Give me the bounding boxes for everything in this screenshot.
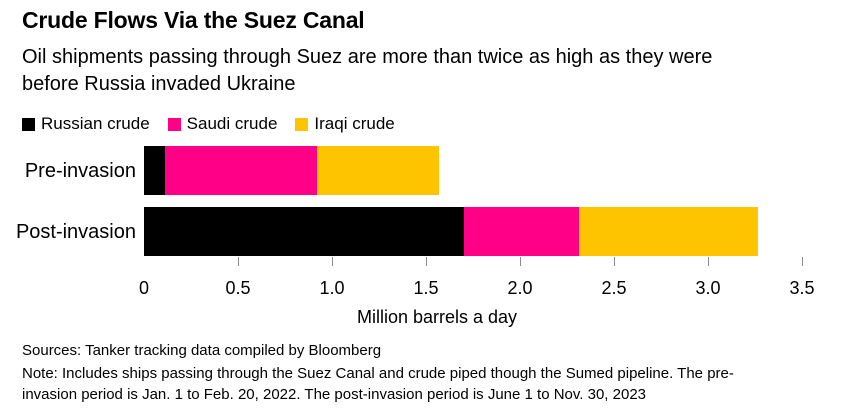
legend-swatch-saudi-crude-icon <box>167 117 181 131</box>
x-tick-label: 1.0 <box>319 278 345 298</box>
legend-item-saudi-crude: Saudi crude <box>167 114 278 134</box>
x-tick-label: 3.5 <box>789 278 815 298</box>
x-tick-label: 3.0 <box>695 278 721 298</box>
x-axis-tick <box>426 257 427 266</box>
x-tick-label: 0.5 <box>225 278 251 298</box>
x-axis-tick <box>614 257 615 266</box>
bar-segment-post-invasion-saudi-crude <box>464 207 579 256</box>
bar-segment-pre-invasion-russian-crude <box>144 146 165 195</box>
legend-label: Russian crude <box>41 114 150 133</box>
x-tick-label: 1.5 <box>413 278 439 298</box>
x-axis-tick <box>238 257 239 266</box>
legend: Russian crude Saudi crude Iraqi crude <box>22 114 395 134</box>
legend-label: Iraqi crude <box>314 114 395 133</box>
legend-item-iraqi-crude: Iraqi crude <box>295 114 395 134</box>
legend-swatch-iraqi-crude-icon <box>295 117 309 131</box>
x-tick-label: 2.0 <box>507 278 533 298</box>
chart-subtitle-line-2: before Russia invaded Ukraine <box>22 73 296 95</box>
legend-swatch-russian-crude-icon <box>22 117 35 131</box>
category-label-post-invasion: Post-invasion <box>15 220 136 243</box>
category-label-pre-invasion: Pre-invasion <box>24 159 136 182</box>
x-tick-label: 2.5 <box>601 278 627 298</box>
bar-segment-pre-invasion-saudi-crude <box>165 146 317 195</box>
bar-segment-post-invasion-russian-crude <box>144 207 464 256</box>
x-axis-label: Million barrels a day <box>356 307 518 327</box>
methodology-note: Note: Includes ships passing through the… <box>22 363 734 405</box>
methodology-note-line-2: invasion period is Jan. 1 to Feb. 20, 20… <box>22 386 647 403</box>
x-axis-tick <box>520 257 521 266</box>
legend-label: Saudi crude <box>186 114 278 133</box>
x-axis-tick <box>802 257 803 266</box>
x-axis-tick <box>708 257 709 266</box>
chart-subtitle: Oil shipments passing through Suez are m… <box>22 44 712 98</box>
x-tick-label: 0 <box>138 278 149 298</box>
source-note: Sources: Tanker tracking data compiled b… <box>22 342 382 359</box>
bar-segment-post-invasion-iraqi-crude <box>579 207 758 256</box>
legend-item-russian-crude: Russian crude <box>22 114 150 134</box>
bar-segment-pre-invasion-iraqi-crude <box>317 146 439 195</box>
chart-title: Crude Flows Via the Suez Canal <box>22 7 365 33</box>
x-axis-tick <box>332 257 333 266</box>
methodology-note-line-1: Note: Includes ships passing through the… <box>22 365 734 382</box>
chart-subtitle-line-1: Oil shipments passing through Suez are m… <box>22 46 713 68</box>
